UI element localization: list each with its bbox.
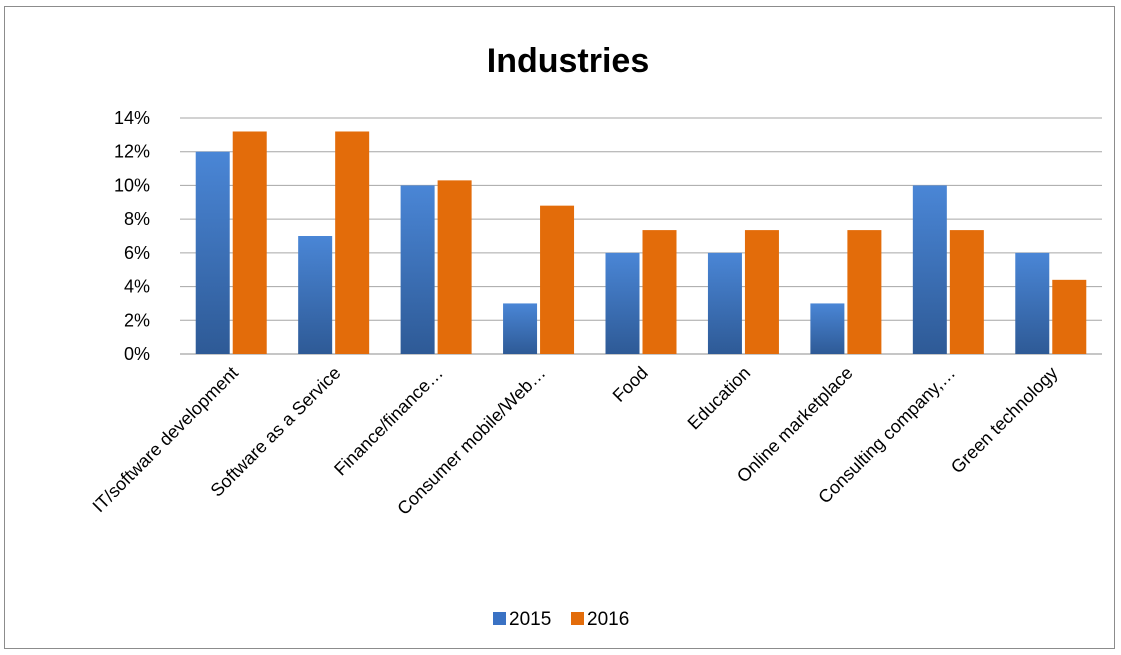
bar-2016 [949, 230, 984, 354]
legend-swatch-2015 [493, 612, 506, 625]
chart-title: Industries [487, 42, 649, 80]
bar-2015 [400, 185, 435, 354]
gridlines [180, 117, 1102, 355]
y-tick-label: 12% [114, 142, 150, 162]
bar-2016 [1052, 279, 1087, 354]
legend-label-2015: 2015 [509, 609, 551, 630]
bar-2015 [707, 252, 742, 354]
y-tick-label: 8% [124, 209, 150, 229]
bar-2015 [195, 151, 230, 354]
legend-swatch-2016 [571, 612, 584, 625]
bar-2016 [335, 131, 370, 354]
y-tick-label: 0% [124, 344, 150, 364]
bar-2015 [605, 252, 640, 354]
category-label: Education [684, 363, 755, 434]
legend: 2015 2016 [493, 609, 629, 630]
y-tick-label: 6% [124, 243, 150, 263]
y-axis: 0% 2% 4% 6% 8% 10% 12% 14% [114, 108, 150, 364]
legend-label-2016: 2016 [587, 609, 629, 630]
bar-2015 [1015, 252, 1050, 354]
bar-2016 [744, 230, 779, 354]
category-label: Online marketplace [733, 363, 857, 487]
category-label: Finance/finance… [330, 363, 447, 480]
y-tick-label: 14% [114, 108, 150, 128]
category-label: Food [609, 363, 652, 406]
bar-2016 [232, 131, 267, 354]
category-label: Green technology [947, 363, 1062, 478]
bar-2015 [810, 303, 845, 354]
bar-2015 [503, 303, 538, 354]
bar-2016 [437, 180, 472, 354]
bar-2015 [912, 185, 947, 354]
y-tick-label: 4% [124, 277, 150, 297]
bar-2016 [540, 205, 575, 354]
y-tick-label: 10% [114, 175, 150, 195]
bar-2015 [298, 236, 333, 354]
y-tick-label: 2% [124, 310, 150, 330]
bars [195, 131, 1087, 354]
bar-2016 [847, 230, 882, 354]
bar-2016 [642, 230, 677, 354]
